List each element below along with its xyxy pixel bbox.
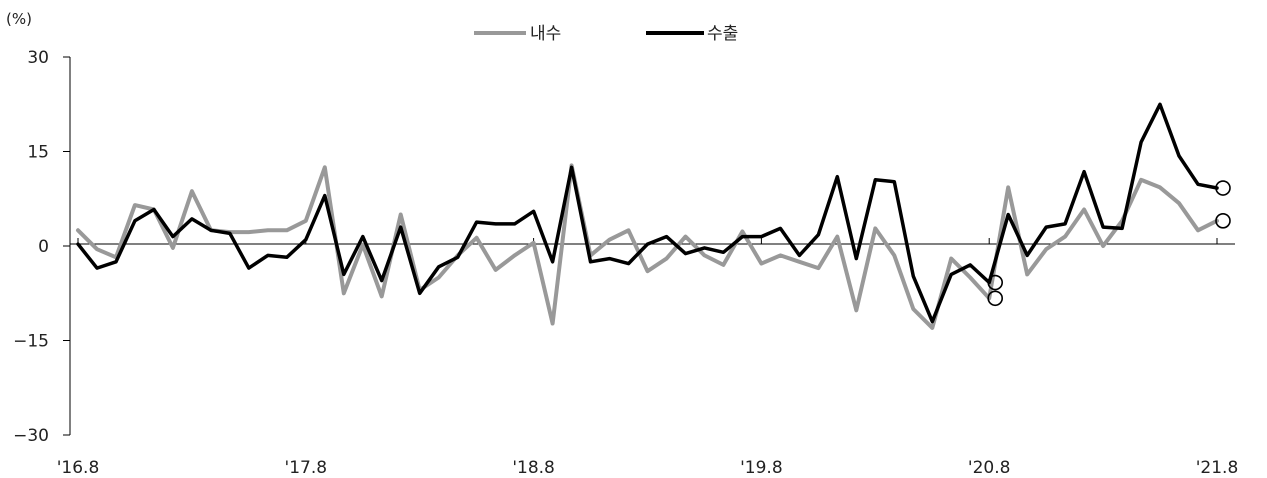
- x-tick-label: '18.8: [512, 458, 555, 478]
- annotation-markers: [987, 180, 1231, 307]
- y-tick-label: −15: [13, 332, 49, 352]
- y-unit-label: (%): [6, 10, 32, 28]
- y-tick-label: −30: [13, 426, 49, 446]
- x-tick-label: '21.8: [1196, 458, 1239, 478]
- annotation-circle-marker: [1215, 213, 1231, 229]
- annotation-circle-marker: [1215, 180, 1231, 196]
- x-tick-label: '19.8: [740, 458, 783, 478]
- legend-label-domestic: 내수: [530, 24, 561, 44]
- series-line-domestic: [76, 163, 1219, 330]
- y-tick-label: 30: [27, 48, 49, 68]
- y-tick-label: 15: [27, 143, 49, 163]
- x-tick-label: '16.8: [57, 458, 100, 478]
- x-tick-label: '17.8: [285, 458, 328, 478]
- annotation-circle-marker: [987, 290, 1004, 307]
- x-tick-label: '20.8: [968, 458, 1011, 478]
- x-ticks: '16.8 '17.8 '18.8 '19.8 '20.8 '21.8: [57, 238, 1239, 478]
- annotation-circle-marker: [987, 274, 1004, 291]
- series-line-export: [76, 102, 1219, 324]
- y-tick-label: 0: [38, 237, 49, 257]
- legend-label-export: 수출: [707, 24, 738, 44]
- y-ticks: 30 15 0 −15 −30: [13, 48, 70, 446]
- series-lines: [76, 102, 1219, 330]
- legend: 내수 수출: [474, 24, 738, 44]
